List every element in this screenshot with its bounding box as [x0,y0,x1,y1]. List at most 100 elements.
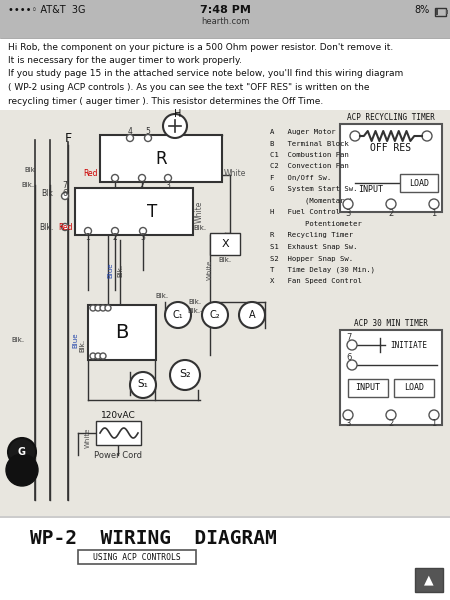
Bar [435,8,446,16]
Text: 3: 3 [345,209,351,218]
Circle shape [386,410,396,420]
Circle shape [170,360,200,390]
Bar [210,233,240,255]
Text: 1: 1 [86,233,90,242]
Circle shape [112,175,118,181]
Text: 5: 5 [145,127,150,136]
Text: Hi Rob, the component on your picture is a 500 Ohm power resistor. Don't remove : Hi Rob, the component on your picture is… [8,43,393,52]
Text: C1  Combustion Fan: C1 Combustion Fan [270,152,349,158]
Circle shape [140,227,147,235]
Circle shape [130,372,156,398]
Text: ▲: ▲ [424,574,434,587]
Circle shape [8,438,36,466]
Text: White: White [224,169,247,179]
Text: 6: 6 [63,190,68,199]
Text: Blue: Blue [107,262,113,278]
Text: H: H [174,109,182,119]
Text: INPUT: INPUT [356,383,381,392]
Text: S₁: S₁ [138,379,148,389]
Circle shape [239,302,265,328]
Circle shape [165,175,171,181]
Bar [0,516,450,518]
Bar [400,174,438,192]
Text: 3: 3 [345,419,351,428]
Text: Blk.: Blk. [194,225,207,231]
Bar [436,9,438,15]
Circle shape [90,305,96,311]
Text: Blk: Blk [41,190,53,199]
Circle shape [422,131,432,141]
Text: Blk: Blk [24,167,35,173]
Circle shape [126,134,134,142]
Bar [88,305,156,360]
Text: Power Cord: Power Cord [94,451,142,460]
Circle shape [429,199,439,209]
Circle shape [100,353,106,359]
Text: USING ACP CONTROLS: USING ACP CONTROLS [93,553,181,562]
Text: A: A [249,310,255,320]
Text: Blk.-: Blk.- [187,308,203,314]
Text: 7: 7 [346,334,352,343]
Text: Blk.: Blk. [11,337,24,343]
Circle shape [100,305,106,311]
Text: INPUT: INPUT [358,185,383,194]
Text: 7: 7 [63,181,68,191]
Text: Blue: Blue [72,332,78,348]
Circle shape [144,134,152,142]
Text: 8%: 8% [415,5,430,15]
Circle shape [85,227,91,235]
Text: ••••◦ AT&T  3G: ••••◦ AT&T 3G [8,5,86,15]
Circle shape [347,360,357,370]
Bar [75,188,193,235]
Bar [96,421,141,445]
Text: T   Time Delay (30 Min.): T Time Delay (30 Min.) [270,267,375,273]
Circle shape [429,410,439,420]
Text: LOAD: LOAD [404,383,424,392]
Text: 2: 2 [388,419,394,428]
Circle shape [90,353,96,359]
Bar [78,550,196,564]
Circle shape [165,302,191,328]
Text: R: R [155,150,167,168]
Bar [446,10,448,14]
Circle shape [139,175,145,181]
Bar [0,518,450,600]
Text: H   Fuel Control: H Fuel Control [270,209,340,215]
Text: X: X [221,239,229,249]
Circle shape [95,353,101,359]
Text: Red: Red [58,223,73,232]
Bar [340,330,442,425]
Text: 3: 3 [166,181,171,190]
Text: 4: 4 [127,127,132,136]
Circle shape [350,131,360,141]
Circle shape [62,193,68,199]
Bar [0,0,450,38]
Text: ( WP-2 using ACP controls ). As you can see the text "OFF RES" is written on the: ( WP-2 using ACP controls ). As you can … [8,83,369,92]
Text: Blk.: Blk. [189,299,202,305]
Text: INITIATE: INITIATE [390,340,427,349]
Text: (Momentary): (Momentary) [270,198,353,204]
Text: Blk.: Blk. [22,182,35,188]
Text: R   Recycling Timer: R Recycling Timer [270,232,353,238]
Text: It is necessary for the auger timer to work properly.: It is necessary for the auger timer to w… [8,56,242,65]
Text: 1: 1 [112,181,117,190]
Text: hearth.com: hearth.com [201,16,249,25]
Text: White: White [195,201,204,223]
Circle shape [95,305,101,311]
Bar [100,135,222,182]
Text: F   On/Off Sw.: F On/Off Sw. [270,175,331,181]
Text: Blk.: Blk. [39,223,53,232]
Circle shape [163,114,187,138]
Text: S2  Hopper Snap Sw.: S2 Hopper Snap Sw. [270,256,353,262]
Text: C₂: C₂ [210,310,220,320]
Text: 6: 6 [346,353,352,362]
Text: White: White [207,260,213,280]
Bar [415,568,443,592]
Text: ACP 30 MIN TIMER: ACP 30 MIN TIMER [354,319,428,329]
Text: 2: 2 [388,209,394,218]
Bar [340,124,442,212]
Text: Blk.: Blk. [155,293,168,299]
Text: C2  Convection Fan: C2 Convection Fan [270,163,349,169]
Circle shape [105,305,111,311]
Text: S₂: S₂ [179,369,191,379]
